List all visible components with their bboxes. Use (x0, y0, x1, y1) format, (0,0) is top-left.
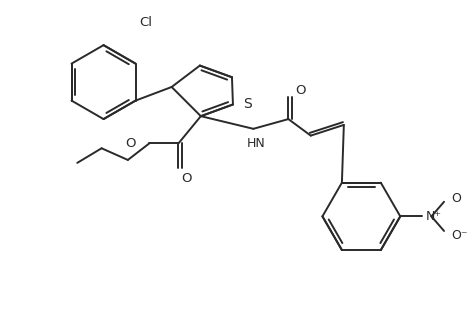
Text: O: O (125, 137, 136, 150)
Text: N⁺: N⁺ (425, 210, 442, 223)
Text: HN: HN (247, 137, 265, 149)
Text: O: O (451, 192, 461, 205)
Text: S: S (242, 98, 251, 112)
Text: O: O (295, 84, 306, 97)
Text: Cl: Cl (139, 16, 152, 29)
Text: O: O (182, 172, 192, 185)
Text: O⁻: O⁻ (451, 229, 468, 242)
